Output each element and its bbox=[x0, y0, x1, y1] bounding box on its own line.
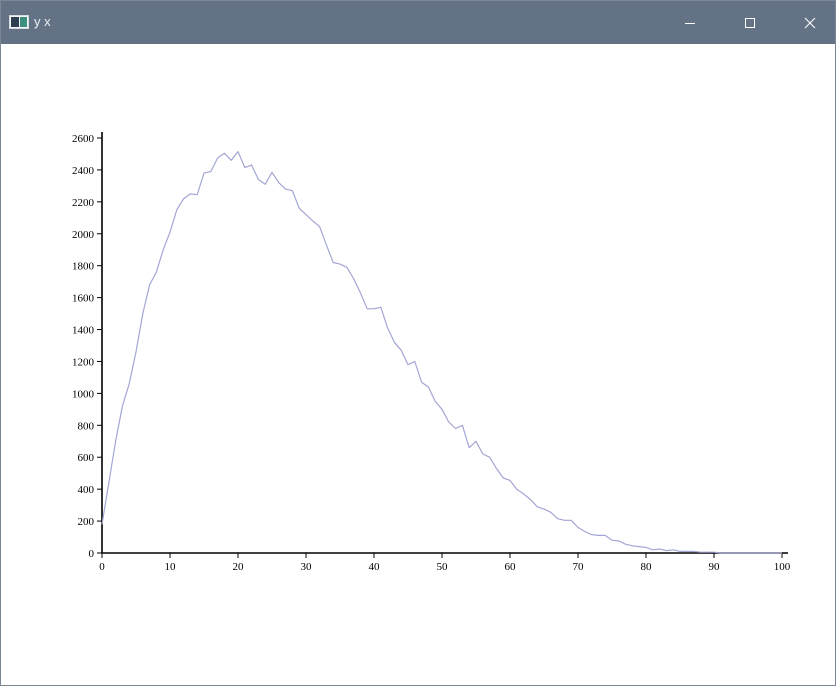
maximize-icon bbox=[745, 17, 755, 28]
chart-plot bbox=[101, 150, 782, 554]
y-tick-label: 2000 bbox=[72, 229, 95, 241]
x-tick-label: 60 bbox=[505, 561, 517, 573]
maximize-button[interactable] bbox=[727, 1, 773, 44]
x-tick-label: 40 bbox=[369, 561, 381, 573]
y-tick-label: 2400 bbox=[72, 165, 95, 177]
minimize-icon bbox=[685, 22, 695, 24]
x-tick-label: 10 bbox=[165, 561, 177, 573]
y-tick-label: 2200 bbox=[72, 197, 95, 209]
x-tick-label: 30 bbox=[301, 561, 313, 573]
y-tick-label: 1800 bbox=[72, 261, 95, 273]
x-tick-label: 80 bbox=[641, 561, 653, 573]
x-tick-label: 0 bbox=[99, 561, 105, 573]
line-chart: 0 10 20 30 40 50 60 70 80 90 100020040060080010001… bbox=[72, 132, 791, 573]
y-tick-label: 400 bbox=[78, 484, 95, 496]
chart-window-icon bbox=[9, 15, 29, 29]
x-tick-label: 50 bbox=[437, 561, 449, 573]
x-tick-label: 70 bbox=[573, 561, 585, 573]
y-tick-label: 0 bbox=[89, 548, 95, 560]
series-line bbox=[101, 150, 782, 554]
y-tick-label: 200 bbox=[78, 516, 95, 528]
chart-area: 0 10 20 30 40 50 60 70 80 90 100 0 200 400 600 800 1000 1… bbox=[1, 44, 835, 685]
y-tick-label: 1200 bbox=[72, 356, 95, 368]
minimize-button[interactable] bbox=[667, 1, 713, 44]
window-title: y x bbox=[34, 14, 51, 29]
x-tick-label: 20 bbox=[233, 561, 245, 573]
chart-axes: 0 10 20 30 40 50 60 70 80 90 100020040060080010001… bbox=[72, 132, 791, 573]
y-tick-label: 800 bbox=[78, 420, 95, 432]
title-bar[interactable]: y x bbox=[1, 1, 835, 44]
x-tick-label: 100 bbox=[774, 561, 791, 573]
y-tick-label: 1400 bbox=[72, 325, 95, 337]
x-tick-label: 90 bbox=[709, 561, 721, 573]
y-tick-label: 1600 bbox=[72, 293, 95, 305]
y-tick-label: 1000 bbox=[72, 388, 95, 400]
y-tick-label: 600 bbox=[78, 452, 95, 464]
close-icon bbox=[804, 17, 816, 28]
close-button[interactable] bbox=[787, 1, 833, 44]
y-tick-label: 2600 bbox=[72, 133, 95, 145]
